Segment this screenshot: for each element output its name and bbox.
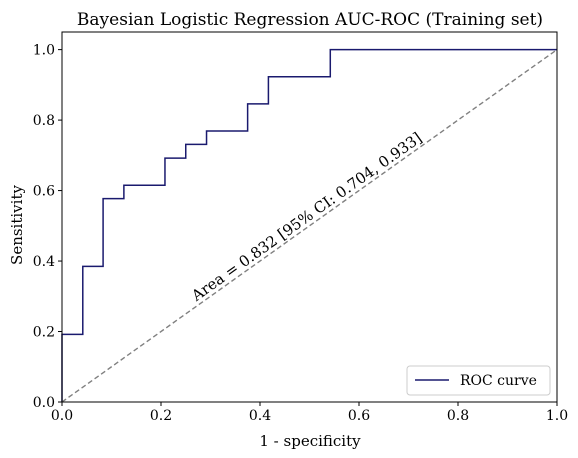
x-tick-label: 0.6 — [348, 408, 370, 424]
legend-box — [406, 365, 551, 396]
y-tick-label: 1.0 — [33, 43, 55, 59]
x-tick-label: 0.0 — [51, 408, 73, 424]
chance-diagonal-line — [61, 49, 558, 403]
auc-annotation: Area = 0.832 [95% CI: 0.704, 0.933] — [187, 129, 425, 306]
y-axis-label: Sensitivity — [8, 185, 26, 265]
plot-frame — [61, 31, 558, 403]
plot-area: 0.0 0.2 0.4 0.6 0.8 1.0 0.0 0.2 0.4 0.6 0.8 1.0 Area… — [33, 31, 568, 424]
x-tick-label: 0.8 — [447, 408, 469, 424]
y-tick-label: 0.4 — [33, 254, 55, 270]
y-tick-label: 0.6 — [33, 184, 55, 200]
roc-curve-line — [61, 48, 557, 402]
x-tick-label: 0.2 — [150, 408, 172, 424]
y-tick-label: 0.0 — [33, 395, 55, 411]
chart-title: Bayesian Logistic Regression AUC-ROC (Tr… — [77, 10, 543, 30]
x-axis-label: 1 - specificity — [259, 432, 361, 450]
legend-entry: ROC curve — [460, 373, 537, 389]
legend: ROC curve — [406, 365, 551, 396]
x-tick-label: 1.0 — [546, 408, 568, 424]
y-tick-label: 0.8 — [33, 113, 55, 129]
y-tick-label: 0.2 — [33, 325, 55, 341]
x-tick-label: 0.4 — [249, 408, 271, 424]
